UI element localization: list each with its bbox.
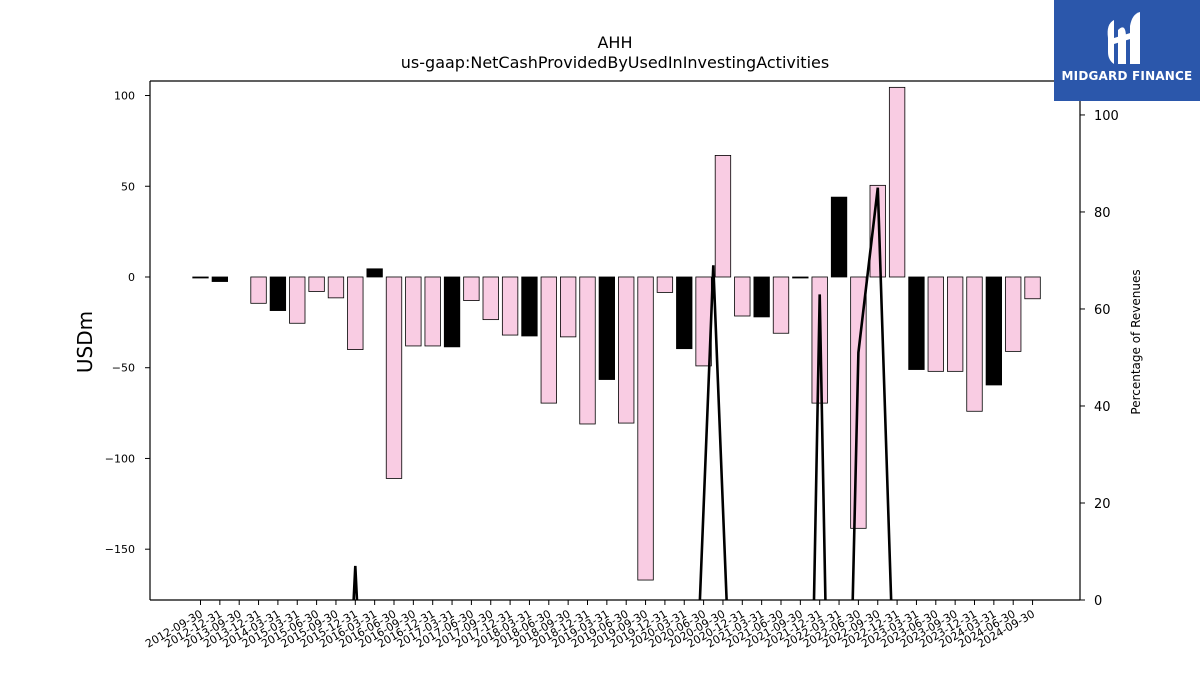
y-tick-label: −100: [105, 452, 135, 465]
chart-subtitle: us-gaap:NetCashProvidedByUsedInInvesting…: [401, 53, 829, 72]
y2-tick-label: 60: [1094, 303, 1111, 318]
y-axis-label: USDm: [73, 311, 97, 373]
bar: [927, 276, 944, 372]
y-tick-label: −150: [105, 543, 135, 556]
bar: [482, 276, 499, 321]
bar: [211, 276, 229, 282]
bar: [714, 155, 732, 278]
bar: [192, 276, 209, 279]
bar: [521, 276, 538, 337]
bar: [1005, 276, 1022, 352]
bar: [888, 86, 906, 278]
bar: [289, 276, 306, 324]
bar: [366, 268, 383, 278]
chart-title: AHH: [597, 33, 632, 52]
bar: [985, 276, 1002, 386]
bar: [734, 276, 751, 317]
bar: [463, 276, 480, 301]
bar: [424, 276, 441, 347]
bar: [966, 276, 983, 412]
y-tick-label: 0: [128, 271, 135, 284]
midgard-logo-icon: [1107, 12, 1140, 64]
y2-tick-label: 20: [1094, 497, 1111, 512]
bar: [676, 276, 693, 350]
bar: [618, 276, 635, 424]
bar: [753, 276, 770, 318]
bar: [579, 276, 596, 425]
bar: [947, 276, 964, 372]
bar: [656, 276, 674, 293]
y-tick-label: 50: [121, 180, 135, 193]
bar: [560, 276, 577, 338]
bar: [405, 276, 422, 347]
brand-logo-box: MIDGARD FINANCE: [1054, 0, 1200, 101]
bar: [869, 184, 886, 278]
bar: [501, 276, 519, 336]
line-layer: [352, 187, 893, 600]
bar: [347, 276, 364, 350]
axes-layer: [149, 80, 1081, 601]
y2-tick-label: 0: [1094, 594, 1102, 609]
bar: [772, 276, 790, 334]
bar: [327, 276, 345, 299]
bar: [250, 276, 267, 304]
brand-name: MIDGARD FINANCE: [1061, 69, 1193, 83]
y2-tick-label: 100: [1094, 109, 1119, 124]
bar: [830, 196, 848, 278]
percentage-line: [352, 187, 893, 600]
bars-layer: [192, 86, 1041, 581]
bar: [792, 276, 809, 279]
y-tick-label: −50: [112, 362, 135, 375]
bar: [1024, 276, 1041, 300]
bar: [908, 276, 925, 370]
bar: [637, 276, 654, 581]
bar: [308, 276, 325, 292]
y2-axis-label: Percentage of Revenues: [1129, 269, 1143, 414]
bar: [598, 276, 615, 380]
y-tick-label: 100: [114, 90, 135, 103]
y2-tick-label: 80: [1094, 206, 1111, 221]
bar: [540, 276, 557, 404]
bar: [385, 276, 403, 479]
y2-tick-label: 40: [1094, 400, 1111, 415]
bar: [269, 276, 287, 311]
bar: [443, 276, 461, 348]
